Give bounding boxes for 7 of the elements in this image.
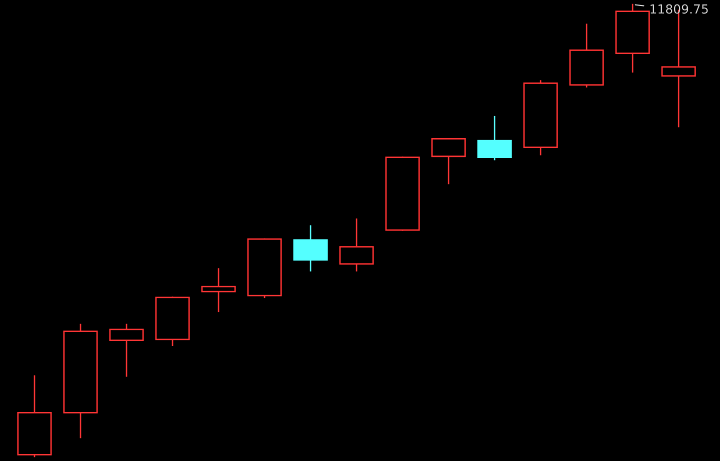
- candlestick: [523, 80, 558, 156]
- candlestick: [477, 116, 512, 160]
- candlestick: [293, 225, 328, 272]
- candlestick: [569, 24, 604, 88]
- annotation: 11809.75: [650, 4, 708, 14]
- candlestick: [201, 268, 236, 312]
- candlestick: [615, 4, 650, 73]
